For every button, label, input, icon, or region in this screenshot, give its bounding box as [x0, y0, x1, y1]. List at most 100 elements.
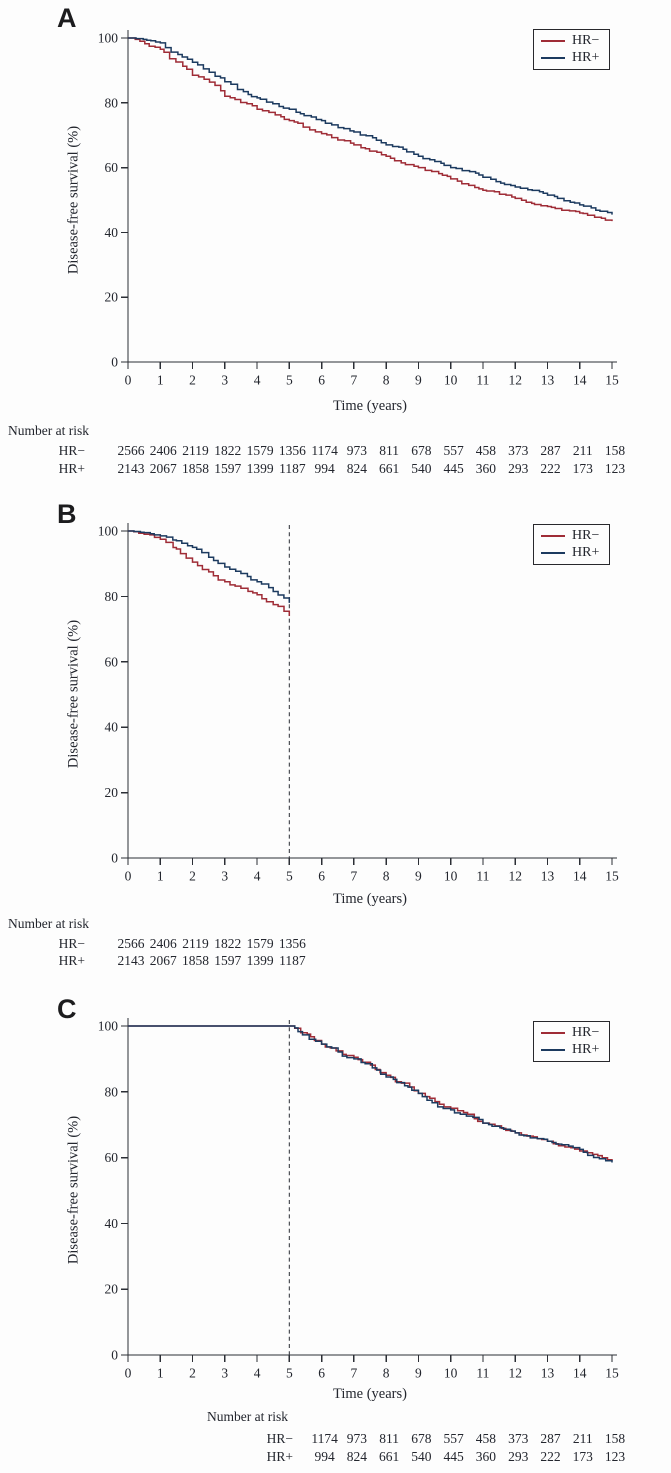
y-axis-title-c: Disease-free survival (%) — [65, 1115, 82, 1265]
legend-item-label: HR+ — [572, 49, 600, 65]
risk-count: 158 — [604, 1431, 626, 1446]
risk-count: 458 — [475, 1431, 497, 1446]
risk-count: 173 — [572, 461, 593, 476]
x-tick-label: 8 — [383, 373, 390, 388]
x-tick-label: 11 — [476, 373, 489, 388]
x-tick-label: 14 — [573, 869, 587, 884]
x-tick-label: 8 — [383, 1366, 390, 1381]
legend-item-label: HR− — [572, 33, 600, 49]
panel-b-label: B — [57, 499, 77, 529]
legend-item-hr-minus: HR− — [541, 529, 609, 543]
risk-row-label: HR− — [58, 443, 85, 458]
risk-count: 211 — [572, 443, 593, 458]
risk-count: 360 — [475, 1449, 497, 1464]
risk-count: 287 — [540, 1431, 561, 1446]
x-axis-title-c: Time (years) — [333, 1386, 407, 1402]
risk-count: 1187 — [279, 461, 306, 476]
x-tick-label: 5 — [286, 373, 293, 388]
risk-count: 1356 — [278, 936, 306, 951]
x-tick-label: 1 — [157, 373, 164, 388]
x-tick-label: 6 — [318, 373, 325, 388]
legend-a: HR− HR+ — [533, 29, 610, 70]
x-tick-label: 6 — [318, 869, 325, 884]
risk-count: 1579 — [246, 443, 274, 458]
legend-line-icon — [541, 40, 565, 43]
x-axis-title-a: Time (years) — [333, 398, 407, 414]
y-tick-label: 40 — [105, 1216, 119, 1231]
x-tick-label: 0 — [125, 1366, 132, 1381]
km-curve-hr-plus — [128, 530, 291, 603]
risk-count: 2119 — [182, 443, 209, 458]
risk-count: 557 — [443, 1431, 464, 1446]
risk-count: 824 — [346, 461, 367, 476]
x-tick-label: 2 — [189, 373, 196, 388]
x-tick-label: 7 — [350, 1366, 357, 1381]
risk-count: 2143 — [117, 953, 145, 968]
y-tick-label: 60 — [105, 1150, 119, 1165]
risk-count: 1597 — [214, 953, 242, 968]
x-tick-label: 3 — [221, 373, 228, 388]
risk-count: 540 — [411, 1449, 432, 1464]
x-tick-label: 4 — [254, 869, 261, 884]
x-tick-label: 10 — [444, 373, 458, 388]
x-tick-label: 2 — [189, 869, 196, 884]
legend-line-icon — [541, 535, 565, 538]
y-tick-label: 20 — [105, 785, 119, 800]
y-tick-label: 40 — [105, 720, 119, 735]
risk-count: 222 — [540, 461, 561, 476]
risk-row-label: HR− — [266, 1431, 293, 1446]
legend-b: HR− HR+ — [533, 524, 610, 565]
risk-count: 1579 — [246, 936, 274, 951]
x-tick-label: 6 — [318, 1366, 325, 1381]
y-tick-label: 80 — [105, 589, 119, 604]
x-tick-label: 7 — [350, 869, 357, 884]
legend-item-label: HR− — [572, 528, 600, 544]
x-tick-label: 12 — [508, 373, 522, 388]
risk-count: 811 — [379, 443, 399, 458]
x-tick-label: 13 — [541, 373, 555, 388]
km-curve-hr-plus — [128, 37, 613, 215]
legend-item-label: HR+ — [572, 1041, 600, 1057]
x-tick-label: 14 — [573, 373, 587, 388]
x-tick-label: 4 — [254, 1366, 261, 1381]
x-tick-label: 10 — [444, 869, 458, 884]
x-tick-label: 3 — [221, 869, 228, 884]
risk-count: 2406 — [149, 936, 177, 951]
risk-count: 293 — [508, 461, 529, 476]
risk-count: 2566 — [117, 443, 145, 458]
x-tick-label: 7 — [350, 373, 357, 388]
risk-count: 2566 — [117, 936, 145, 951]
x-tick-label: 9 — [415, 869, 422, 884]
y-tick-label: 60 — [105, 160, 119, 175]
x-tick-label: 14 — [573, 1366, 587, 1381]
risk-count: 287 — [540, 443, 561, 458]
y-tick-label: 100 — [98, 524, 119, 539]
risk-row-label: HR− — [58, 936, 85, 951]
legend-item-hr-plus: HR+ — [541, 545, 609, 560]
legend-item-hr-minus: HR− — [541, 34, 609, 48]
x-tick-label: 15 — [605, 1366, 619, 1381]
x-tick-label: 10 — [444, 1366, 458, 1381]
risk-title-b: Number at risk — [8, 916, 89, 931]
x-tick-label: 15 — [605, 869, 619, 884]
risk-count: 2406 — [149, 443, 177, 458]
x-tick-label: 9 — [415, 1366, 422, 1381]
legend-item-hr-plus: HR+ — [541, 1041, 609, 1057]
risk-count: 824 — [346, 1449, 367, 1464]
x-tick-label: 12 — [508, 869, 522, 884]
km-curve-hr-minus — [128, 530, 291, 616]
risk-count: 1597 — [214, 461, 242, 476]
x-tick-label: 1 — [157, 869, 164, 884]
y-tick-label: 40 — [105, 225, 119, 240]
risk-count: 2067 — [149, 953, 177, 968]
x-tick-label: 5 — [286, 869, 293, 884]
risk-count: 661 — [379, 461, 400, 476]
x-tick-label: 4 — [254, 373, 261, 388]
risk-row-label: HR+ — [58, 461, 85, 476]
risk-row-label: HR+ — [58, 953, 85, 968]
risk-count: 1174 — [311, 1431, 338, 1446]
